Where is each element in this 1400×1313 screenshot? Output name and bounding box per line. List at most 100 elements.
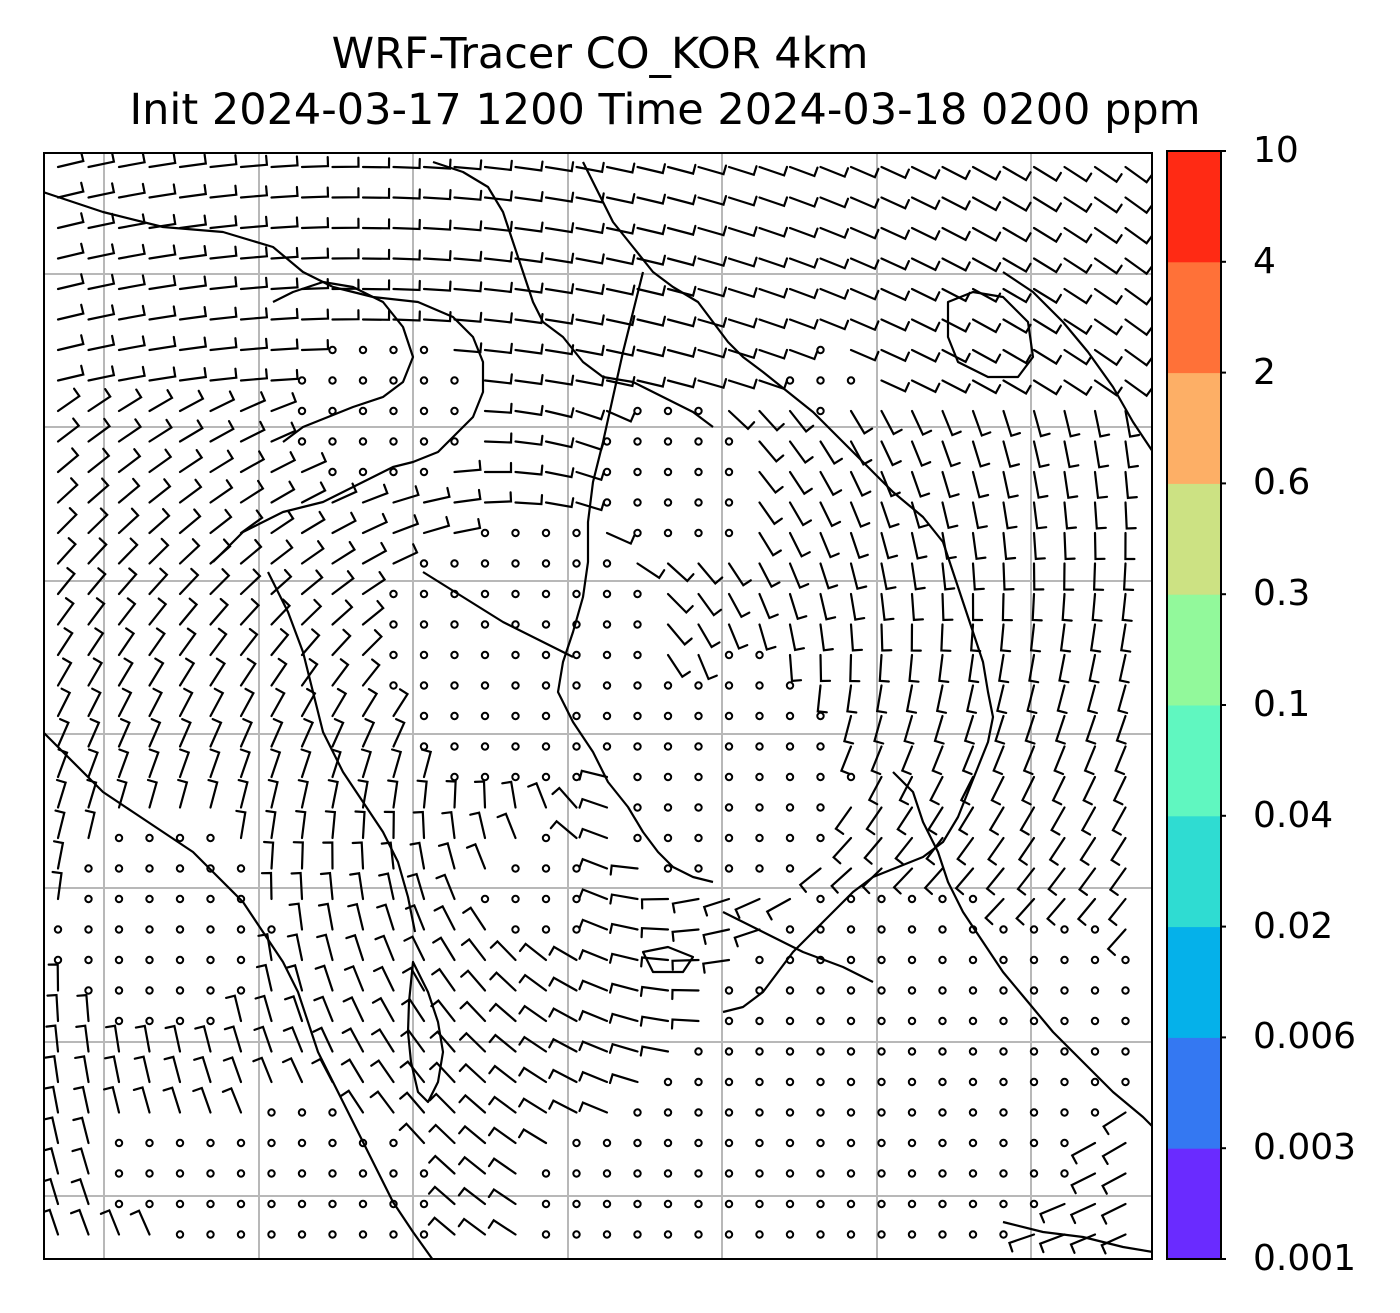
calm-wind-circle xyxy=(236,1138,246,1148)
wind-barb xyxy=(1031,592,1043,622)
wind-barb xyxy=(636,346,666,358)
wind-barb xyxy=(129,1209,151,1236)
calm-wind-circle xyxy=(358,467,368,477)
wind-barb xyxy=(697,592,723,617)
wind-barb xyxy=(1102,1111,1127,1136)
calm-wind-circle xyxy=(1060,1138,1069,1148)
calm-wind-circle xyxy=(663,1077,673,1087)
calm-wind-circle xyxy=(206,1169,215,1178)
calm-wind-circle xyxy=(267,1230,276,1239)
calm-wind-circle xyxy=(938,1169,947,1178)
calm-wind-circle xyxy=(724,986,734,995)
calm-wind-circle xyxy=(541,1169,551,1178)
coastline-korea-strait xyxy=(722,911,874,983)
wind-barb xyxy=(117,748,130,779)
calm-wind-circle xyxy=(1060,1169,1069,1178)
wind-barb xyxy=(544,222,575,234)
wind-barb xyxy=(225,994,243,1023)
wind-barb xyxy=(178,627,197,657)
calm-wind-circle xyxy=(328,1108,337,1117)
wind-barb xyxy=(270,628,290,657)
wind-barb xyxy=(1093,318,1123,336)
calm-wind-circle xyxy=(694,1230,703,1239)
wind-barb xyxy=(87,447,111,474)
wind-barb xyxy=(971,318,1002,334)
colorbar-tick-label: 0.1 xyxy=(1253,684,1311,725)
wind-barb xyxy=(148,274,177,291)
wind-barb xyxy=(371,1027,395,1053)
calm-wind-circle xyxy=(236,1199,246,1209)
wind-barb xyxy=(788,440,814,465)
coastline-jeju xyxy=(641,945,695,974)
wind-barb xyxy=(1002,287,1032,304)
wind-barb xyxy=(383,810,395,840)
wind-barb xyxy=(1046,897,1066,926)
wind-barb xyxy=(164,1024,182,1053)
calm-wind-circle xyxy=(633,1199,642,1209)
wind-barb xyxy=(374,934,395,962)
wind-barb xyxy=(544,161,575,173)
calm-wind-circle xyxy=(663,772,673,782)
wind-barb xyxy=(270,687,286,718)
calm-wind-circle xyxy=(633,742,642,751)
wind-barb xyxy=(1002,348,1032,365)
calm-wind-circle xyxy=(694,864,703,873)
wind-barb xyxy=(959,775,975,806)
wind-barb xyxy=(341,1027,365,1053)
calm-wind-circle xyxy=(389,1199,398,1209)
wind-barb xyxy=(399,1091,426,1114)
calm-wind-circle xyxy=(145,1138,154,1148)
calm-wind-circle xyxy=(419,620,429,629)
wind-barb xyxy=(1093,501,1107,530)
wind-barb xyxy=(331,687,348,718)
wind-barb xyxy=(999,623,1012,653)
calm-wind-circle xyxy=(663,1169,673,1178)
calm-wind-circle xyxy=(785,1077,795,1087)
calm-wind-circle xyxy=(114,894,124,904)
colorbar-tick-label: 0.3 xyxy=(1253,573,1311,615)
calm-wind-circle xyxy=(785,1108,795,1117)
wind-barb xyxy=(608,1042,639,1054)
wind-barb xyxy=(758,165,789,177)
wind-barb xyxy=(56,477,79,504)
calm-wind-circle xyxy=(145,864,154,873)
wind-barb xyxy=(209,154,238,169)
calm-wind-circle xyxy=(328,1138,337,1148)
calm-wind-circle xyxy=(480,894,490,904)
wind-barb xyxy=(671,897,700,914)
wind-barb xyxy=(640,897,670,910)
wind-barb xyxy=(758,440,785,463)
calm-wind-circle xyxy=(358,1230,368,1239)
calm-wind-circle xyxy=(724,681,734,690)
calm-wind-circle xyxy=(328,406,337,416)
wind-barb xyxy=(727,195,758,207)
wind-barb xyxy=(849,196,880,210)
calm-wind-circle xyxy=(602,620,612,629)
wind-barb xyxy=(76,993,90,1023)
wind-barb xyxy=(265,809,277,840)
calm-wind-circle xyxy=(663,437,673,446)
wind-barb xyxy=(1063,501,1077,530)
calm-wind-circle xyxy=(114,1138,124,1148)
wind-barb xyxy=(340,1089,365,1114)
calm-wind-circle xyxy=(816,406,825,416)
calm-wind-circle xyxy=(755,711,764,721)
wind-barb xyxy=(300,186,330,199)
calm-wind-circle xyxy=(846,1108,856,1117)
wind-barb xyxy=(605,284,636,296)
wind-barb xyxy=(117,243,146,260)
calm-wind-circle xyxy=(755,1047,764,1056)
wind-barb xyxy=(961,745,975,776)
wind-barb xyxy=(43,1085,60,1114)
calm-wind-circle xyxy=(358,376,368,385)
wind-barb xyxy=(285,964,304,992)
wind-barb xyxy=(300,658,319,687)
wind-barb xyxy=(1063,531,1076,561)
wind-barb xyxy=(416,779,428,809)
wind-barb xyxy=(605,376,636,388)
wind-barb xyxy=(209,627,228,657)
calm-wind-circle xyxy=(755,1169,764,1178)
calm-wind-circle xyxy=(145,1016,154,1026)
calm-wind-circle xyxy=(633,1169,642,1178)
wind-barb xyxy=(671,988,700,1001)
